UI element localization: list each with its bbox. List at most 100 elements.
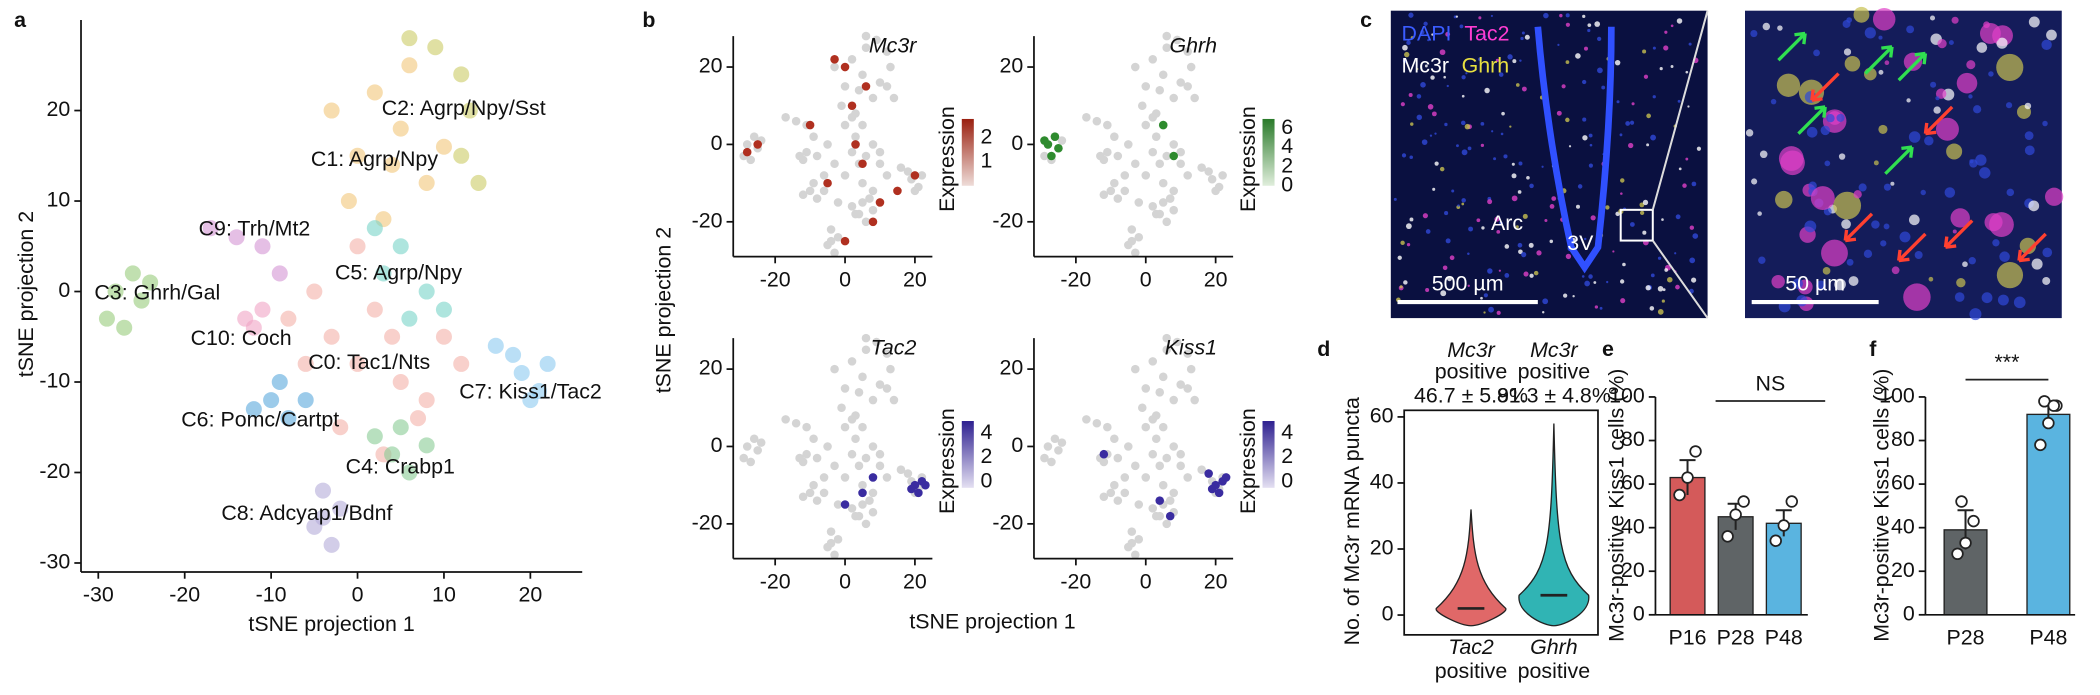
background-point bbox=[840, 82, 850, 91]
image-dot bbox=[1661, 299, 1665, 303]
image-dot bbox=[1587, 23, 1592, 28]
background-point bbox=[1141, 120, 1151, 130]
cell-point bbox=[366, 220, 383, 237]
image-dot bbox=[1836, 113, 1845, 122]
expression-point bbox=[1169, 151, 1178, 161]
cell-point bbox=[366, 301, 383, 318]
image-dot bbox=[1581, 275, 1585, 278]
cell-point bbox=[133, 292, 150, 309]
background-point bbox=[886, 364, 895, 374]
y-tick-label: 100 bbox=[1609, 384, 1645, 408]
background-point bbox=[805, 186, 815, 196]
image-dot bbox=[1863, 249, 1873, 258]
image-dot bbox=[1575, 53, 1581, 59]
background-point bbox=[872, 337, 881, 347]
image-dot bbox=[1403, 280, 1408, 285]
y-tick-label: -20 bbox=[692, 208, 723, 232]
background-point bbox=[858, 178, 867, 188]
x-tick-label: -20 bbox=[169, 583, 200, 607]
image-dot bbox=[1770, 98, 1777, 105]
cell-point bbox=[107, 283, 124, 300]
image-dot bbox=[2006, 188, 2015, 197]
image-dot bbox=[1496, 229, 1501, 234]
image-dot bbox=[1501, 111, 1505, 116]
background-point bbox=[1124, 240, 1133, 250]
image-dot bbox=[1422, 213, 1428, 219]
image-dot bbox=[1443, 75, 1446, 79]
image-dot bbox=[1878, 35, 1883, 40]
x-tick-label: -20 bbox=[1060, 569, 1091, 593]
x-tick-label: -20 bbox=[760, 569, 791, 593]
x-tick-label: -10 bbox=[256, 583, 287, 607]
y-tick-label: -20 bbox=[992, 510, 1023, 534]
cell-point bbox=[366, 428, 383, 445]
image-dot bbox=[1393, 197, 1397, 201]
expression-point bbox=[861, 82, 871, 91]
image-dot bbox=[1883, 223, 1890, 230]
image-dot bbox=[1838, 153, 1846, 160]
background-point bbox=[1040, 151, 1049, 161]
image-dot bbox=[1565, 253, 1572, 260]
cell-point bbox=[349, 238, 366, 255]
background-point bbox=[868, 442, 878, 451]
background-point bbox=[847, 113, 857, 122]
background-point bbox=[1183, 349, 1192, 358]
image-dot bbox=[1777, 25, 1783, 31]
cell-point bbox=[392, 238, 409, 255]
background-point bbox=[1110, 132, 1119, 141]
plot-frame bbox=[1403, 409, 1599, 636]
image-dot bbox=[1447, 276, 1452, 282]
image-dot bbox=[2044, 187, 2064, 206]
background-point bbox=[1162, 31, 1172, 41]
expression-point bbox=[1050, 132, 1060, 141]
background-point bbox=[1186, 364, 1196, 374]
expression-point bbox=[858, 488, 867, 498]
image-dot bbox=[1460, 120, 1466, 126]
image-dot bbox=[1883, 183, 1892, 191]
background-point bbox=[858, 372, 867, 382]
cell-point bbox=[228, 229, 245, 246]
background-point bbox=[1092, 116, 1102, 126]
image-dot bbox=[1499, 221, 1503, 226]
image-dot bbox=[1494, 216, 1500, 222]
expression-point bbox=[921, 480, 930, 490]
zoom-box bbox=[1619, 208, 1654, 242]
zoom-line bbox=[1651, 10, 1709, 211]
data-point bbox=[1737, 495, 1750, 508]
data-point bbox=[1967, 514, 1980, 528]
background-point bbox=[1131, 159, 1140, 169]
image-dot bbox=[1402, 58, 1407, 63]
image-dot bbox=[1496, 310, 1501, 315]
cell-point bbox=[401, 464, 418, 481]
colorbar-tick-label: 4 bbox=[981, 420, 993, 444]
image-dot bbox=[1583, 46, 1589, 51]
background-point bbox=[1162, 453, 1172, 463]
background-point bbox=[882, 171, 892, 180]
image-dot bbox=[1521, 31, 1525, 35]
image-dot bbox=[1575, 204, 1580, 209]
image-dot bbox=[1498, 72, 1504, 77]
background-point bbox=[882, 47, 892, 56]
image-dot bbox=[1404, 51, 1410, 58]
image-dot bbox=[1483, 311, 1486, 314]
image-dot bbox=[1420, 82, 1426, 88]
data-point bbox=[1769, 534, 1782, 547]
image-dot bbox=[1445, 31, 1451, 37]
background-point bbox=[1169, 442, 1178, 451]
background-point bbox=[823, 240, 832, 250]
background-point bbox=[756, 438, 766, 447]
x-tick-label: 20 bbox=[518, 583, 542, 607]
background-point bbox=[882, 384, 892, 393]
image-dot bbox=[1999, 251, 2010, 262]
y-tick-label: 20 bbox=[47, 97, 71, 121]
image-dot bbox=[1629, 222, 1635, 227]
image-dot bbox=[1493, 157, 1497, 161]
background-point bbox=[1141, 82, 1151, 91]
background-point bbox=[1057, 438, 1067, 447]
background-point bbox=[1158, 422, 1168, 432]
background-point bbox=[749, 132, 759, 141]
background-point bbox=[847, 147, 857, 157]
background-point bbox=[1169, 488, 1178, 498]
colorbar bbox=[961, 421, 974, 488]
background-point bbox=[861, 333, 871, 343]
